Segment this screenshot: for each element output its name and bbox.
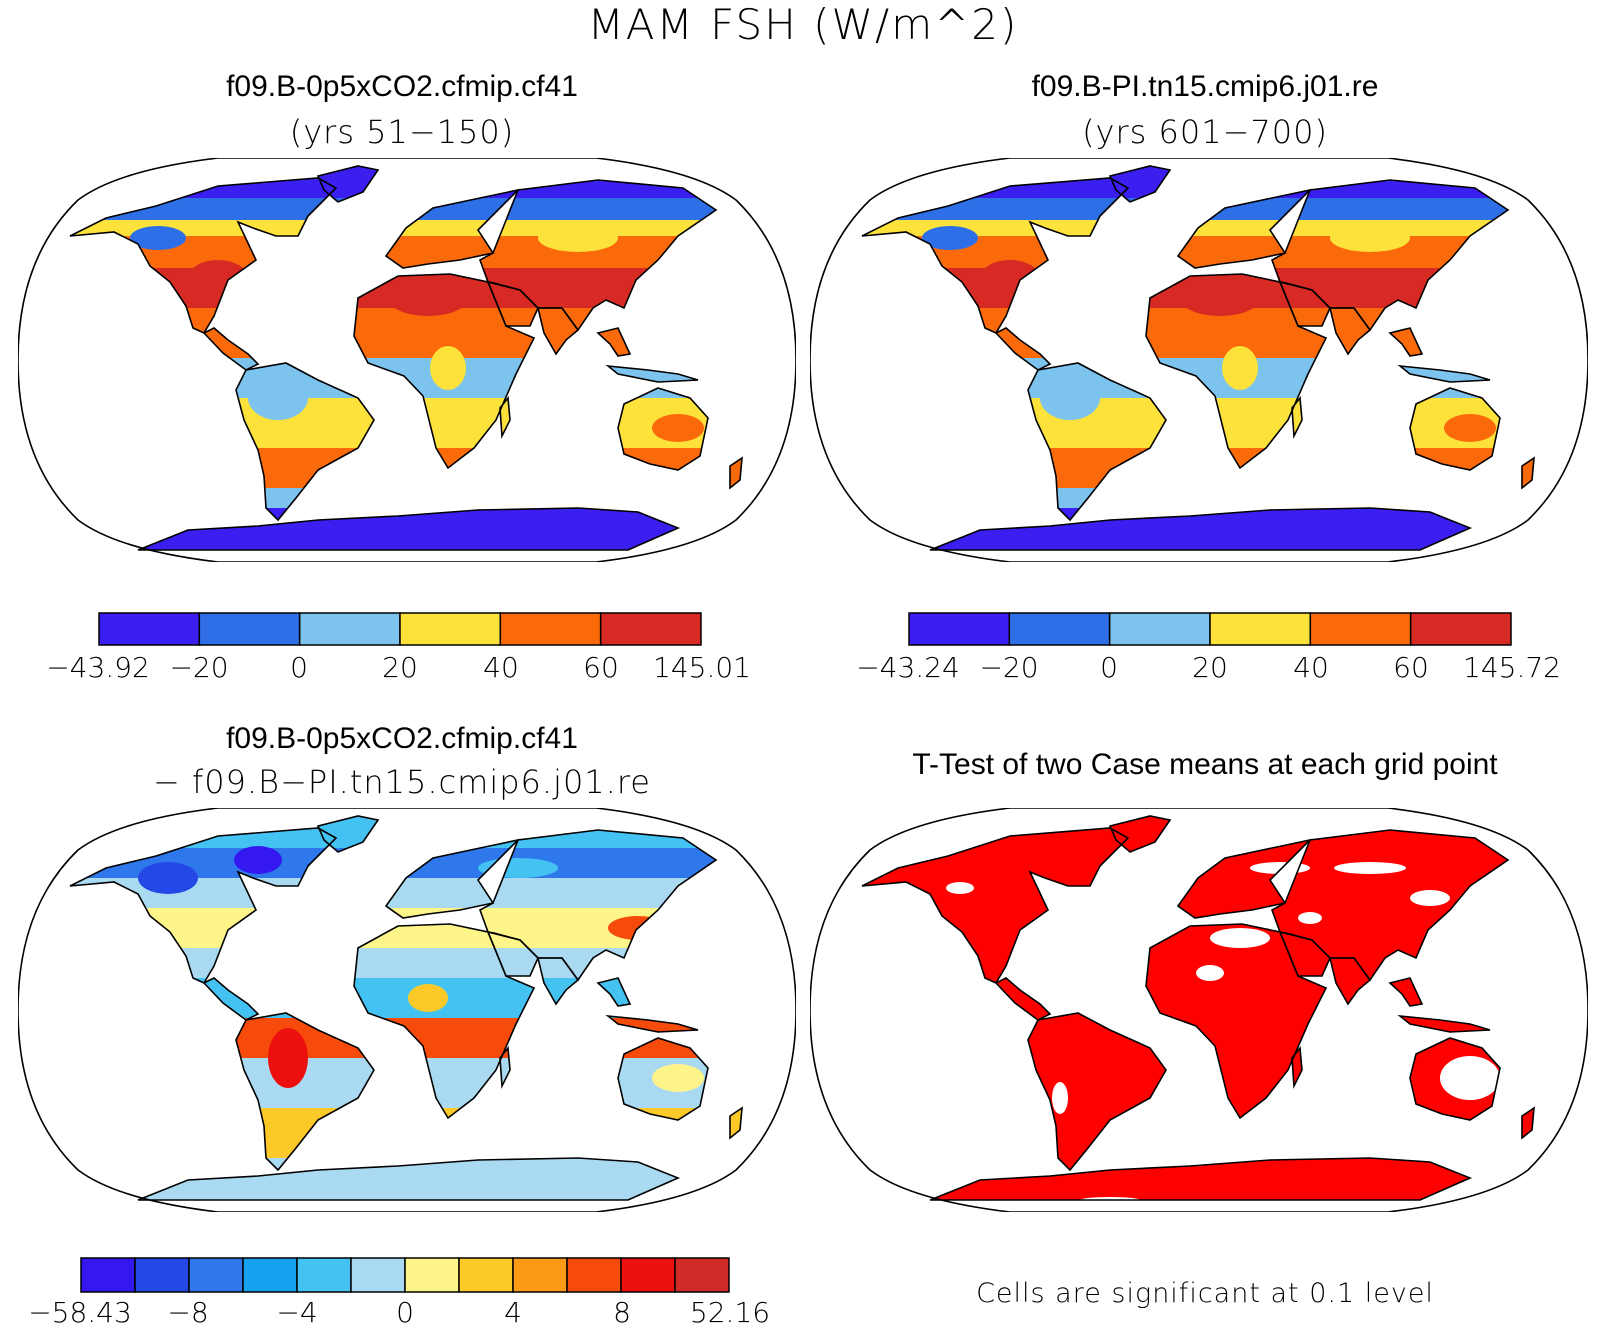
bottom-right-map — [810, 808, 1588, 1212]
top-right-case-title: f09.B-PI.tn15.cmip6.j01.re — [1031, 70, 1379, 103]
colorbar-swatch — [458, 1257, 514, 1293]
top-left-tick: 20 — [382, 651, 418, 684]
top-right-years: (yrs 601−700) — [1082, 113, 1328, 151]
bottom-left-tick: −4 — [276, 1296, 318, 1329]
colorbar-swatch — [1008, 612, 1111, 646]
top-right-tick: 40 — [1293, 651, 1329, 684]
bottom-left-map — [18, 808, 796, 1212]
figure-title: MAM FSH (W/m^2) — [587, 0, 1019, 49]
top-right-tick: 20 — [1192, 651, 1228, 684]
bottom-left-tick: 4 — [504, 1296, 522, 1329]
colorbar-swatch — [1209, 612, 1312, 646]
colorbar-swatch — [404, 1257, 460, 1293]
colorbar-swatch — [1409, 612, 1512, 646]
top-left-tick: 145.01 — [653, 651, 751, 684]
top-left-tick: 0 — [290, 651, 308, 684]
bottom-left-tick: 8 — [613, 1296, 631, 1329]
colorbar-swatch — [674, 1257, 730, 1293]
colorbar-swatch — [399, 612, 502, 646]
top-left-tick: −20 — [169, 651, 229, 684]
colorbar-swatch — [134, 1257, 190, 1293]
top-left-tick: 40 — [483, 651, 519, 684]
top-right-map — [810, 158, 1588, 562]
colorbar-swatch — [620, 1257, 676, 1293]
bottom-left-tick: 0 — [396, 1296, 414, 1329]
bottom-left-tick: 52.16 — [689, 1296, 771, 1329]
top-left-tick: 60 — [583, 651, 619, 684]
colorbar-swatch — [198, 612, 301, 646]
bottom-left-case-title: f09.B-0p5xCO2.cfmip.cf41 — [226, 722, 578, 755]
bottom-left-colorbar — [80, 1257, 730, 1293]
colorbar-swatch — [296, 1257, 352, 1293]
top-right-tick: −20 — [979, 651, 1039, 684]
colorbar-swatch — [188, 1257, 244, 1293]
top-left-tick: −43.92 — [46, 651, 150, 684]
significance-note: Cells are significant at 0.1 level — [976, 1278, 1434, 1309]
top-right-colorbar — [908, 612, 1512, 646]
top-right-tick: 0 — [1100, 651, 1118, 684]
top-left-map — [18, 158, 796, 562]
top-left-years: (yrs 51−150) — [289, 113, 515, 151]
bottom-left-tick: −8 — [167, 1296, 209, 1329]
bottom-left-minus-case: − f09.B−PI.tn15.cmip6.j01.re — [153, 763, 651, 801]
colorbar-swatch — [1309, 612, 1412, 646]
top-left-colorbar — [98, 612, 702, 646]
top-right-tick: 145.72 — [1463, 651, 1561, 684]
colorbar-swatch — [350, 1257, 406, 1293]
colorbar-swatch — [566, 1257, 622, 1293]
colorbar-swatch — [599, 612, 702, 646]
bottom-right-ttest-title: T-Test of two Case means at each grid po… — [912, 748, 1498, 781]
colorbar-swatch — [1108, 612, 1211, 646]
colorbar-swatch — [512, 1257, 568, 1293]
bottom-left-tick: −58.43 — [28, 1296, 132, 1329]
colorbar-swatch — [908, 612, 1011, 646]
top-right-tick: 60 — [1393, 651, 1429, 684]
colorbar-swatch — [298, 612, 401, 646]
colorbar-swatch — [98, 612, 201, 646]
top-right-tick: −43.24 — [856, 651, 960, 684]
colorbar-swatch — [499, 612, 602, 646]
top-left-case-title: f09.B-0p5xCO2.cfmip.cf41 — [226, 70, 578, 103]
colorbar-swatch — [242, 1257, 298, 1293]
colorbar-swatch — [80, 1257, 136, 1293]
